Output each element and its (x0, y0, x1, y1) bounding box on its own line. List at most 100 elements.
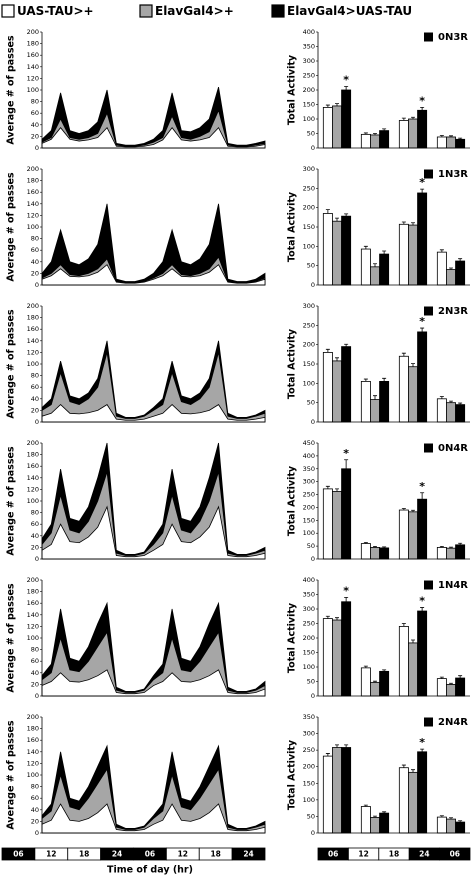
bar (446, 547, 456, 560)
panel-marker (424, 580, 433, 590)
y-axis-label: Total Activity (287, 328, 298, 399)
error-bar (420, 607, 425, 612)
y-tick-label: 40 (31, 806, 39, 814)
timeline-label: 24 (112, 850, 122, 859)
error-bar (411, 116, 415, 119)
bar (408, 771, 418, 834)
y-tick-label: 160 (27, 599, 39, 607)
panel-label: 1N3R (438, 169, 468, 180)
y-tick-label: 100 (303, 242, 315, 250)
panel-marker (424, 717, 433, 727)
bar (408, 511, 418, 560)
error-bar (373, 545, 377, 548)
y-tick-label: 0 (35, 144, 39, 152)
bar (379, 547, 390, 560)
y-tick-label: 120 (27, 759, 39, 767)
y-tick-label: 0 (311, 555, 315, 563)
area (41, 264, 266, 286)
y-tick-label: 100 (27, 497, 39, 505)
y-tick-label: 350 (303, 465, 315, 473)
significance-mark: * (343, 447, 349, 460)
bar (417, 109, 428, 149)
y-tick-label: 80 (31, 98, 39, 106)
y-tick-label: 100 (303, 663, 315, 671)
y-tick-label: 0 (35, 692, 39, 700)
y-tick-label: 250 (303, 746, 315, 754)
y-tick-label: 150 (303, 779, 315, 787)
significance-mark: * (419, 176, 425, 189)
error-bar (382, 377, 387, 382)
y-tick-label: 50 (307, 262, 315, 270)
error-bar (449, 817, 453, 820)
y-tick-label: 150 (303, 223, 315, 231)
y-tick-label: 200 (303, 341, 315, 349)
error-bar (382, 546, 387, 548)
error-bar (449, 267, 453, 270)
y-tick-label: 250 (303, 184, 315, 192)
error-bar (458, 402, 463, 405)
significance-mark: * (343, 74, 349, 87)
error-bar (439, 676, 444, 679)
error-bar (373, 680, 377, 683)
y-axis-label: Total Activity (287, 739, 298, 810)
y-tick-label: 350 (303, 591, 315, 599)
y-tick-label: 200 (303, 86, 315, 94)
y-tick-label: 0 (35, 829, 39, 837)
bar (370, 817, 380, 834)
y-tick-label: 50 (307, 678, 315, 686)
error-bar (335, 617, 339, 621)
y-axis-label: Total Activity (287, 191, 298, 262)
y-tick-label: 350 (303, 713, 315, 721)
y-tick-label: 100 (27, 634, 39, 642)
y-tick-label: 50 (307, 130, 315, 138)
bar (332, 747, 342, 834)
panel-marker (424, 169, 433, 179)
error-bar (373, 815, 377, 818)
y-tick-label: 250 (303, 491, 315, 499)
panel-marker (424, 306, 433, 316)
bar (417, 192, 428, 286)
y-tick-label: 300 (303, 302, 315, 310)
y-tick-label: 350 (303, 43, 315, 51)
significance-mark: * (419, 595, 425, 608)
bar (408, 642, 418, 697)
y-tick-label: 0 (311, 144, 315, 152)
bar (436, 398, 447, 423)
y-tick-label: 180 (27, 725, 39, 733)
y-axis-label: Average # of passes (6, 583, 17, 692)
bar (341, 601, 352, 697)
y-tick-label: 60 (31, 246, 39, 254)
area (41, 404, 266, 423)
timeline-label: 24 (419, 850, 429, 859)
y-tick-label: 140 (27, 63, 39, 71)
y-tick-label: 200 (303, 503, 315, 511)
error-bar (401, 623, 406, 627)
y-tick-label: 50 (307, 399, 315, 407)
y-tick-label: 300 (303, 605, 315, 613)
bar (370, 399, 380, 423)
bar (455, 544, 466, 560)
panel-label: 0N3R (438, 32, 468, 43)
y-tick-label: 100 (27, 360, 39, 368)
bar (446, 136, 456, 149)
y-tick-label: 20 (31, 680, 39, 688)
y-tick-label: 0 (311, 692, 315, 700)
panel-label: 1N4R (438, 580, 468, 591)
y-tick-label: 0 (311, 829, 315, 837)
y-tick-label: 0 (35, 418, 39, 426)
y-tick-label: 400 (303, 452, 315, 460)
error-bar (439, 815, 444, 818)
bar (360, 806, 371, 834)
y-tick-label: 20 (31, 406, 39, 414)
error-bar (449, 135, 453, 137)
error-bar (373, 395, 377, 400)
y-tick-label: 160 (27, 736, 39, 744)
error-bar (449, 400, 453, 403)
error-bar (401, 508, 406, 511)
bar (341, 346, 352, 423)
error-bar (335, 744, 339, 748)
legend-label: UAS-TAU>+ (17, 4, 94, 18)
bar (360, 133, 371, 149)
y-tick-label: 80 (31, 235, 39, 243)
